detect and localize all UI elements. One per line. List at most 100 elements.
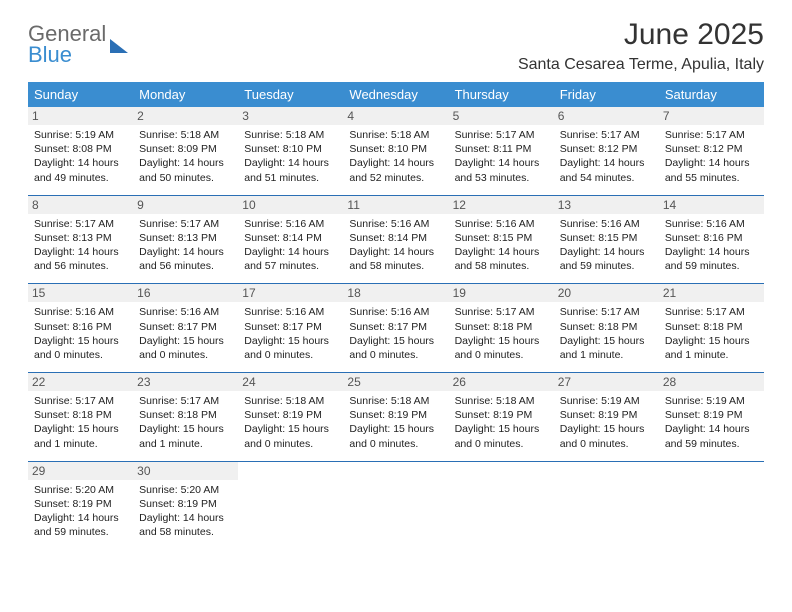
calendar-row: 29Sunrise: 5:20 AMSunset: 8:19 PMDayligh… — [28, 461, 764, 549]
calendar-cell — [554, 461, 659, 549]
calendar-cell: 6 Sunrise: 5:17 AMSunset: 8:12 PMDaylight… — [554, 107, 659, 195]
day-header: Tuesday — [238, 82, 343, 107]
day-info: Sunrise: 5:17 AMSunset: 8:18 PMDaylight:… — [665, 305, 758, 362]
day-info: Sunrise: 5:17 AMSunset: 8:18 PMDaylight:… — [139, 394, 232, 451]
calendar-cell: 9 Sunrise: 5:17 AMSunset: 8:13 PMDaylight… — [133, 195, 238, 284]
day-number: 12 — [449, 196, 554, 214]
day-header: Friday — [554, 82, 659, 107]
day-header: Wednesday — [343, 82, 448, 107]
calendar-cell: 24Sunrise: 5:18 AMSunset: 8:19 PMDayligh… — [238, 373, 343, 462]
day-number: 26 — [449, 373, 554, 391]
calendar-cell: 20 Sunrise: 5:17 AMSunset: 8:18 PMDayligh… — [554, 284, 659, 373]
calendar-cell: 4 Sunrise: 5:18 AMSunset: 8:10 PMDaylight… — [343, 107, 448, 195]
day-info: Sunrise: 5:17 AMSunset: 8:11 PMDaylight:… — [455, 128, 548, 185]
day-info: Sunrise: 5:16 AMSunset: 8:16 PMDaylight:… — [665, 217, 758, 274]
day-number: 24 — [238, 373, 343, 391]
calendar-cell: 22Sunrise: 5:17 AMSunset: 8:18 PMDayligh… — [28, 373, 133, 462]
calendar-row: 22 Sunrise: 5:17 AMSunset: 8:18 PMDayligh… — [28, 373, 764, 462]
day-info: Sunrise: 5:16 AMSunset: 8:17 PMDaylight:… — [349, 305, 442, 362]
day-info: Sunrise: 5:16 AMSunset: 8:15 PMDaylight:… — [455, 217, 548, 274]
calendar-cell: 26 Sunrise: 5:18 AMSunset: 8:19 PMDayligh… — [449, 373, 554, 462]
day-number: 13 — [554, 196, 659, 214]
day-info: Sunrise: 5:18 AMSunset: 8:09 PMDaylight:… — [139, 128, 232, 185]
day-number: 18 — [343, 284, 448, 302]
day-info: Sunrise: 5:17 AMSunset: 8:12 PMDaylight:… — [560, 128, 653, 185]
calendar-cell: 29Sunrise: 5:20 AMSunset: 8:19 PMDayligh… — [28, 461, 133, 549]
day-number: 30 — [133, 462, 238, 480]
day-info: Sunrise: 5:20 AMSunset: 8:19 PMDaylight:… — [34, 483, 127, 540]
day-number: 1 — [28, 107, 133, 125]
title-block: June 2025 Santa Cesarea Terme, Apulia, I… — [518, 18, 764, 74]
day-info: Sunrise: 5:17 AMSunset: 8:13 PMDaylight:… — [139, 217, 232, 274]
calendar-cell — [449, 461, 554, 549]
calendar-cell: 27 Sunrise: 5:19 AMSunset: 8:19 PMDayligh… — [554, 373, 659, 462]
calendar-cell: 11Sunrise: 5:16 AMSunset: 8:14 PMDayligh… — [343, 195, 448, 284]
calendar-cell: 23Sunrise: 5:17 AMSunset: 8:18 PMDayligh… — [133, 373, 238, 462]
logo: General Blue — [28, 18, 128, 66]
day-number: 10 — [238, 196, 343, 214]
day-info: Sunrise: 5:18 AMSunset: 8:19 PMDaylight:… — [349, 394, 442, 451]
day-number: 3 — [238, 107, 343, 125]
day-info: Sunrise: 5:18 AMSunset: 8:19 PMDaylight:… — [455, 394, 548, 451]
day-number: 22 — [28, 373, 133, 391]
logo-line2: Blue — [28, 45, 106, 66]
day-info: Sunrise: 5:19 AMSunset: 8:19 PMDaylight:… — [665, 394, 758, 451]
calendar-cell: 3 Sunrise: 5:18 AMSunset: 8:10 PMDaylight… — [238, 107, 343, 195]
calendar-cell: 13 Sunrise: 5:16 AMSunset: 8:15 PMDayligh… — [554, 195, 659, 284]
calendar-cell: 30 Sunrise: 5:20 AMSunset: 8:19 PMDayligh… — [133, 461, 238, 549]
day-number: 6 — [554, 107, 659, 125]
day-number: 8 — [28, 196, 133, 214]
day-number: 16 — [133, 284, 238, 302]
day-number: 20 — [554, 284, 659, 302]
logo-text: General Blue — [28, 24, 106, 66]
calendar-head: SundayMondayTuesdayWednesdayThursdayFrid… — [28, 82, 764, 107]
day-number: 4 — [343, 107, 448, 125]
calendar-cell: 19Sunrise: 5:17 AMSunset: 8:18 PMDayligh… — [449, 284, 554, 373]
day-info: Sunrise: 5:18 AMSunset: 8:10 PMDaylight:… — [244, 128, 337, 185]
day-number: 9 — [133, 196, 238, 214]
day-number: 7 — [659, 107, 764, 125]
day-info: Sunrise: 5:18 AMSunset: 8:10 PMDaylight:… — [349, 128, 442, 185]
calendar-row: 1Sunrise: 5:19 AMSunset: 8:08 PMDaylight… — [28, 107, 764, 195]
calendar-cell — [343, 461, 448, 549]
day-info: Sunrise: 5:16 AMSunset: 8:17 PMDaylight:… — [139, 305, 232, 362]
calendar-cell: 5 Sunrise: 5:17 AMSunset: 8:11 PMDaylight… — [449, 107, 554, 195]
day-info: Sunrise: 5:16 AMSunset: 8:14 PMDaylight:… — [244, 217, 337, 274]
day-number: 25 — [343, 373, 448, 391]
day-number: 27 — [554, 373, 659, 391]
calendar-cell: 17 Sunrise: 5:16 AMSunset: 8:17 PMDayligh… — [238, 284, 343, 373]
day-header: Monday — [133, 82, 238, 107]
calendar-cell: 25 Sunrise: 5:18 AMSunset: 8:19 PMDayligh… — [343, 373, 448, 462]
calendar-cell: 18 Sunrise: 5:16 AMSunset: 8:17 PMDayligh… — [343, 284, 448, 373]
day-number: 2 — [133, 107, 238, 125]
calendar-cell: 21Sunrise: 5:17 AMSunset: 8:18 PMDayligh… — [659, 284, 764, 373]
logo-triangle-icon — [110, 39, 128, 53]
day-header: Thursday — [449, 82, 554, 107]
day-info: Sunrise: 5:16 AMSunset: 8:16 PMDaylight:… — [34, 305, 127, 362]
day-number: 14 — [659, 196, 764, 214]
day-header: Saturday — [659, 82, 764, 107]
calendar-cell: 8Sunrise: 5:17 AMSunset: 8:13 PMDaylight… — [28, 195, 133, 284]
calendar-cell: 28Sunrise: 5:19 AMSunset: 8:19 PMDayligh… — [659, 373, 764, 462]
calendar-cell: 1Sunrise: 5:19 AMSunset: 8:08 PMDaylight… — [28, 107, 133, 195]
calendar-cell: 16 Sunrise: 5:16 AMSunset: 8:17 PMDayligh… — [133, 284, 238, 373]
calendar-body: 1Sunrise: 5:19 AMSunset: 8:08 PMDaylight… — [28, 107, 764, 549]
calendar-cell — [659, 461, 764, 549]
day-number: 11 — [343, 196, 448, 214]
header: General Blue June 2025 Santa Cesarea Ter… — [28, 18, 764, 74]
day-number: 15 — [28, 284, 133, 302]
day-number: 17 — [238, 284, 343, 302]
day-info: Sunrise: 5:17 AMSunset: 8:18 PMDaylight:… — [560, 305, 653, 362]
day-number: 5 — [449, 107, 554, 125]
calendar-row: 8 Sunrise: 5:17 AMSunset: 8:13 PMDaylight… — [28, 195, 764, 284]
calendar-cell: 2 Sunrise: 5:18 AMSunset: 8:09 PMDaylight… — [133, 107, 238, 195]
day-info: Sunrise: 5:17 AMSunset: 8:18 PMDaylight:… — [455, 305, 548, 362]
calendar-row: 15 Sunrise: 5:16 AMSunset: 8:16 PMDayligh… — [28, 284, 764, 373]
location: Santa Cesarea Terme, Apulia, Italy — [518, 56, 764, 74]
day-info: Sunrise: 5:20 AMSunset: 8:19 PMDaylight:… — [139, 483, 232, 540]
calendar-cell: 12 Sunrise: 5:16 AMSunset: 8:15 PMDayligh… — [449, 195, 554, 284]
day-info: Sunrise: 5:16 AMSunset: 8:17 PMDaylight:… — [244, 305, 337, 362]
day-info: Sunrise: 5:16 AMSunset: 8:15 PMDaylight:… — [560, 217, 653, 274]
day-info: Sunrise: 5:19 AMSunset: 8:19 PMDaylight:… — [560, 394, 653, 451]
calendar-cell: 7Sunrise: 5:17 AMSunset: 8:12 PMDaylight… — [659, 107, 764, 195]
